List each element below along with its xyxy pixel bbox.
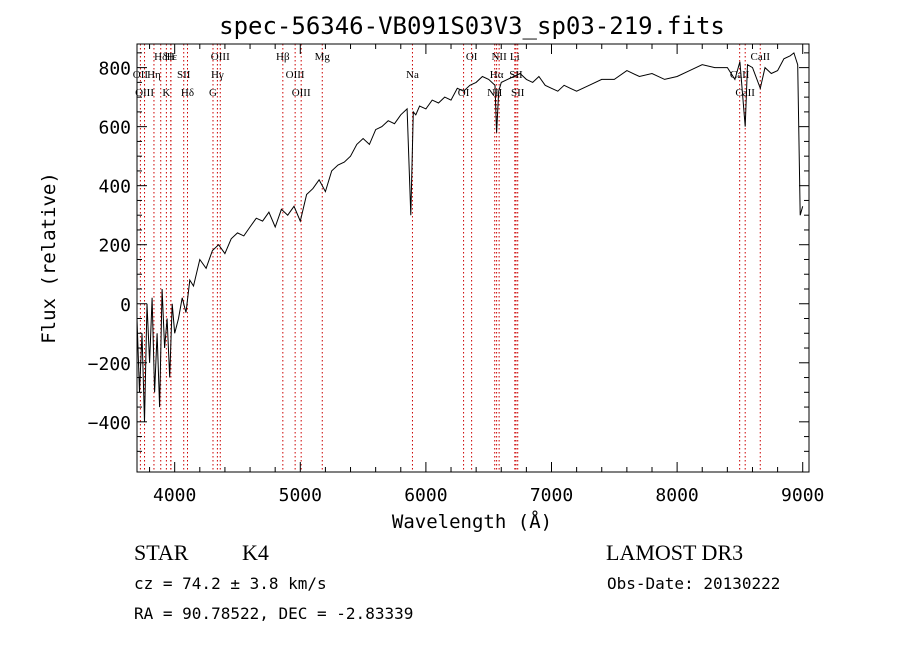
y-axis-label: Flux (relative): [38, 172, 60, 344]
line-label: Hδ: [181, 87, 194, 99]
x-tick-label: 5000: [279, 485, 322, 506]
chart-title: spec-56346-VB091S03V3_sp03-219.fits: [219, 12, 725, 40]
line-label: SII: [511, 87, 525, 99]
line-label: CaII: [750, 51, 770, 63]
line-label: Hγ: [211, 69, 224, 81]
x-tick-label: 4000: [153, 485, 196, 506]
plot-frame: [136, 43, 810, 473]
coordinates-text: RA = 90.78522, DEC = -2.83339: [134, 604, 413, 623]
x-tick-label: 8000: [655, 485, 698, 506]
line-label: Li: [510, 51, 520, 63]
line-label: OIII: [286, 69, 305, 81]
line-label: OI: [458, 87, 470, 99]
line-markers: [139, 44, 761, 472]
line-label: OIII: [135, 87, 154, 99]
y-tick-label: −400: [88, 413, 131, 434]
object-class: STAR: [134, 540, 189, 565]
line-label: OI: [466, 51, 478, 63]
line-label: Mg: [315, 51, 331, 63]
y-tick-label: 200: [98, 236, 131, 257]
line-label: K: [162, 87, 170, 99]
line-label: OIII: [292, 87, 311, 99]
y-tick-label: 400: [98, 177, 131, 198]
object-subclass: K4: [242, 540, 269, 565]
line-label: Na: [406, 69, 419, 81]
axis-ticks: 4000 5000 6000 7000 8000 9000 −400 −200 0 200 400 6…: [88, 44, 824, 506]
line-label: G: [209, 87, 217, 99]
obs-date-text: Obs-Date: 20130222: [607, 574, 780, 593]
y-tick-label: 600: [98, 118, 131, 139]
redshift-text: cz = 74.2 ± 3.8 km/s: [134, 574, 327, 593]
line-label: Hη: [147, 69, 161, 81]
survey-name: LAMOST DR3: [606, 540, 743, 565]
y-tick-label: −200: [88, 354, 131, 375]
line-label: Hβ: [276, 51, 290, 63]
line-label: Hα: [490, 69, 504, 81]
line-label: OIII: [211, 51, 230, 63]
line-label: NII: [491, 51, 507, 63]
x-tick-label: 7000: [530, 485, 573, 506]
y-tick-label: 0: [120, 295, 131, 316]
x-tick-label: 6000: [404, 485, 447, 506]
x-tick-label: 9000: [781, 485, 824, 506]
line-label: CaII: [735, 87, 755, 99]
line-labels: HδOIIOIIIHεHηKHSIIHδOIIIHγGHβOIIIOIIIMgN…: [133, 51, 771, 99]
flux-series-line: [136, 52, 804, 422]
y-tick-label: 800: [98, 59, 131, 80]
line-label: Hδ: [154, 51, 167, 63]
line-label: OII: [133, 69, 149, 81]
line-label: SII: [177, 69, 191, 81]
line-label: H: [167, 51, 175, 63]
x-axis-label: Wavelength (Å): [392, 510, 552, 533]
